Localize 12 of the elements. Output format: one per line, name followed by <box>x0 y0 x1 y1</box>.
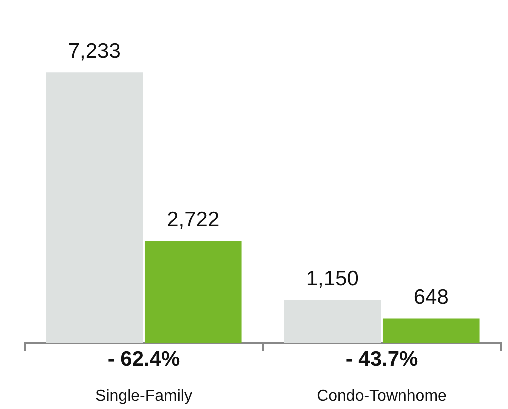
x-tick-label: Condo-Townhome <box>317 388 448 406</box>
bar <box>382 318 480 343</box>
bar <box>144 241 242 343</box>
data-label: 1,150 <box>306 267 359 290</box>
data-label: 7,233 <box>68 40 121 63</box>
bar <box>284 300 382 343</box>
x-tick-label: Single-Family <box>96 388 192 406</box>
text: - 43.7% <box>346 348 419 371</box>
bar <box>46 72 144 343</box>
text: - 62.4% <box>108 348 181 371</box>
data-label: 648 <box>414 286 449 310</box>
data-label: 2,722 <box>167 208 220 232</box>
